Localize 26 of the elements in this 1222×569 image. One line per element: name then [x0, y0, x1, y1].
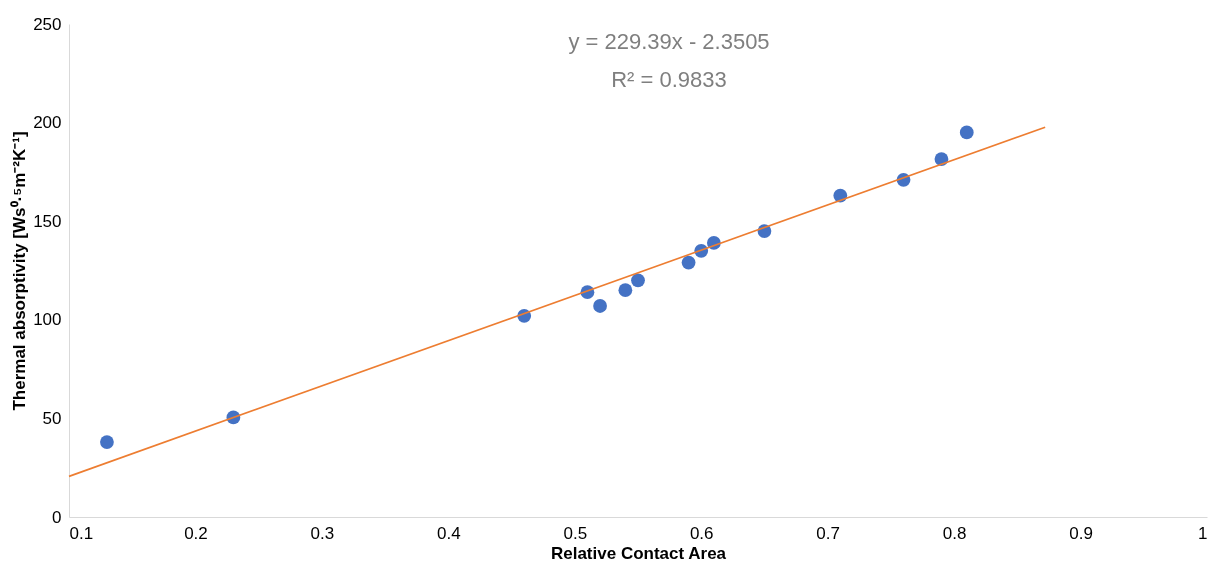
- x-tick-label: 0.2: [184, 523, 208, 543]
- y-tick-label: 50: [42, 408, 62, 428]
- x-tick-label: 1: [1198, 523, 1208, 543]
- x-tick-label: 0.5: [563, 523, 588, 543]
- x-tick-label: 0.8: [942, 523, 967, 543]
- x-axis-title: Relative Contact Area: [550, 543, 727, 563]
- x-tick-label: 0.3: [310, 523, 335, 543]
- y-tick-label: 200: [33, 113, 62, 133]
- point: [681, 255, 696, 270]
- x-tick-label: 0.9: [1069, 523, 1093, 543]
- x-tick-label: 0.1: [69, 523, 94, 543]
- x-tick-label: 0.7: [816, 523, 840, 543]
- x-tick-label: 0.6: [689, 523, 714, 543]
- y-tick-label: 150: [33, 211, 62, 231]
- annotation: R² = 0.9833: [611, 67, 727, 92]
- x-tick-label: 0.4: [437, 523, 461, 543]
- point: [631, 273, 645, 288]
- point: [100, 435, 114, 449]
- y-tick-label: 250: [33, 14, 62, 34]
- annotation: y = 229.39x - 2.3505: [568, 29, 770, 54]
- point: [618, 283, 633, 298]
- point: [593, 299, 607, 313]
- y-tick-label: 100: [33, 310, 62, 330]
- y-axis-title: Thermal absorptivity [Ws⁰·⁵m⁻²K⁻¹]: [10, 131, 30, 411]
- point: [959, 125, 974, 140]
- y-tick-label: 0: [52, 507, 62, 527]
